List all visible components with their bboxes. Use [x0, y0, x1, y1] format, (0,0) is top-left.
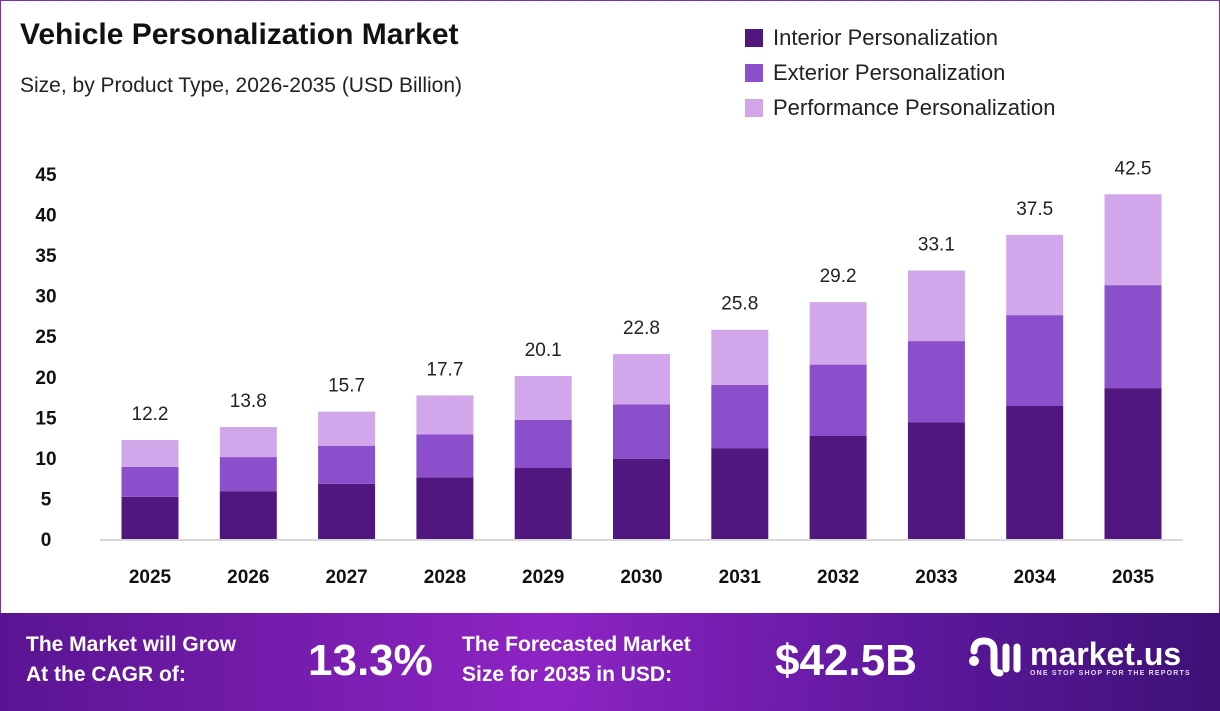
chart-title: Vehicle Personalization Market [20, 18, 459, 51]
bar-segment-exterior [711, 384, 769, 449]
bar-segment-interior [907, 422, 965, 539]
logo-tagline: ONE STOP SHOP FOR THE REPORTS [1030, 669, 1191, 677]
bar-segment-interior [1104, 388, 1162, 539]
legend-swatch [745, 63, 763, 82]
y-tick-label: 5 [41, 489, 52, 510]
bar-segment-performance [1006, 234, 1064, 316]
bar-segment-interior [219, 491, 277, 539]
bar-segment-interior [809, 435, 867, 539]
bar-segment-performance [318, 411, 376, 446]
x-tick-label: 2028 [424, 567, 466, 588]
total-data-label: 42.5 [1115, 158, 1152, 179]
bar-segment-exterior [318, 445, 376, 484]
total-data-label: 37.5 [1016, 199, 1053, 220]
total-data-label: 17.7 [426, 359, 463, 380]
bar-segment-performance [613, 354, 670, 405]
bar-segment-performance [219, 427, 277, 458]
bar-segment-interior [613, 458, 670, 539]
total-data-label: 13.8 [230, 391, 267, 412]
bar-segment-interior [416, 477, 474, 539]
bar-segment-interior [318, 483, 376, 539]
x-tick-label: 2034 [1014, 567, 1057, 588]
size-label-line: The Forecasted Market [462, 633, 691, 656]
bar-chart: 05101520253035404512.2202513.8202615.720… [35, 158, 1183, 588]
bar-segment-performance [514, 375, 572, 420]
y-tick-label: 0 [41, 530, 52, 551]
market-us-logo: market.us ONE STOP SHOP FOR THE REPORTS [968, 637, 1191, 677]
bar-segment-exterior [809, 364, 867, 436]
logo-name: market.us [1030, 635, 1182, 672]
bar-segment-exterior [1104, 285, 1162, 389]
cagr-value: 13.3% [308, 636, 433, 685]
y-tick-label: 40 [35, 206, 56, 227]
y-tick-label: 25 [35, 327, 57, 348]
bar-segment-exterior [1006, 315, 1064, 406]
x-tick-label: 2032 [817, 567, 859, 588]
legend-label: Interior Personalization [773, 24, 999, 50]
bar-segment-interior [1006, 405, 1064, 539]
x-tick-label: 2025 [129, 567, 172, 588]
bar-segment-interior [121, 496, 179, 539]
size-label-line: Size for 2035 in USD: [462, 663, 673, 686]
bar-segment-performance [416, 395, 474, 435]
total-data-label: 20.1 [525, 340, 562, 361]
footer-banner: The Market will Grow At the CAGR of: 13.3… [0, 613, 1220, 711]
bar-segment-exterior [416, 434, 474, 478]
legend-item-interior: Interior Personalization [745, 20, 1055, 55]
y-tick-label: 35 [35, 246, 57, 267]
x-tick-label: 2027 [325, 567, 367, 588]
bar-segment-performance [1104, 194, 1162, 286]
x-tick-label: 2030 [620, 567, 662, 588]
bar-segment-performance [121, 440, 179, 467]
y-tick-label: 30 [35, 287, 56, 308]
total-data-label: 15.7 [328, 376, 365, 397]
total-data-label: 29.2 [820, 266, 857, 287]
bar-segment-interior [711, 448, 769, 539]
total-data-label: 22.8 [623, 318, 660, 339]
total-data-label: 25.8 [721, 294, 758, 315]
y-tick-label: 45 [35, 165, 57, 186]
x-tick-label: 2035 [1112, 567, 1155, 588]
bar-segment-exterior [121, 466, 179, 497]
x-tick-label: 2033 [915, 567, 957, 588]
y-tick-label: 10 [35, 449, 56, 470]
bar-segment-exterior [613, 404, 670, 459]
legend: Interior Personalization Exterior Person… [745, 20, 1055, 125]
total-data-label: 33.1 [918, 235, 955, 256]
chart-subtitle: Size, by Product Type, 2026-2035 (USD Bi… [20, 74, 463, 97]
cagr-label: The Market will Grow At the CAGR of: [26, 630, 236, 690]
y-tick-label: 20 [35, 368, 56, 389]
legend-item-exterior: Exterior Personalization [745, 55, 1055, 90]
legend-swatch [745, 98, 763, 117]
bar-segment-exterior [514, 419, 572, 468]
total-data-label: 12.2 [132, 404, 169, 425]
legend-item-performance: Performance Personalization [745, 90, 1055, 125]
bar-segment-performance [907, 270, 965, 342]
bar-segment-interior [514, 467, 572, 539]
bar-segment-performance [809, 302, 867, 365]
legend-swatch [745, 28, 763, 47]
logo-icon [969, 637, 1021, 677]
legend-label: Performance Personalization [773, 94, 1056, 120]
bar-segment-exterior [219, 457, 277, 492]
market-size-value: $42.5B [775, 636, 917, 685]
market-size-label: The Forecasted Market Size for 2035 in US… [462, 630, 691, 690]
x-tick-label: 2031 [719, 567, 762, 588]
cagr-label-line: The Market will Grow [26, 633, 237, 656]
x-tick-label: 2029 [522, 567, 564, 588]
x-tick-label: 2026 [227, 567, 269, 588]
bar-segment-exterior [907, 341, 965, 423]
y-tick-label: 15 [35, 408, 57, 429]
bar-segment-performance [711, 329, 769, 385]
cagr-label-line: At the CAGR of: [26, 663, 186, 686]
legend-label: Exterior Personalization [773, 59, 1006, 85]
